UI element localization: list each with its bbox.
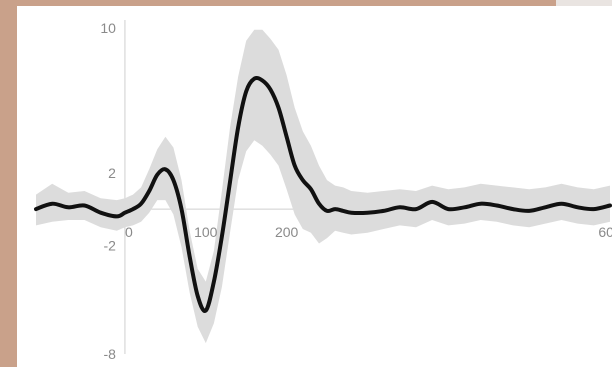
x-tick-label: 100 — [194, 224, 218, 240]
y-tick-label: 2 — [108, 165, 116, 181]
window-corner — [556, 0, 612, 6]
tick-labels: 10 2 -2 -8 0 100 200 600 — [100, 20, 612, 362]
y-tick-label: 10 — [100, 20, 116, 36]
x-tick-label: 0 — [125, 224, 133, 240]
y-tick-label: -8 — [103, 346, 116, 362]
x-tick-label: 600 — [598, 224, 612, 240]
confidence-band — [36, 29, 610, 344]
y-tick-label: -2 — [103, 237, 116, 253]
x-tick-label: 200 — [275, 224, 299, 240]
series-line — [34, 75, 612, 313]
